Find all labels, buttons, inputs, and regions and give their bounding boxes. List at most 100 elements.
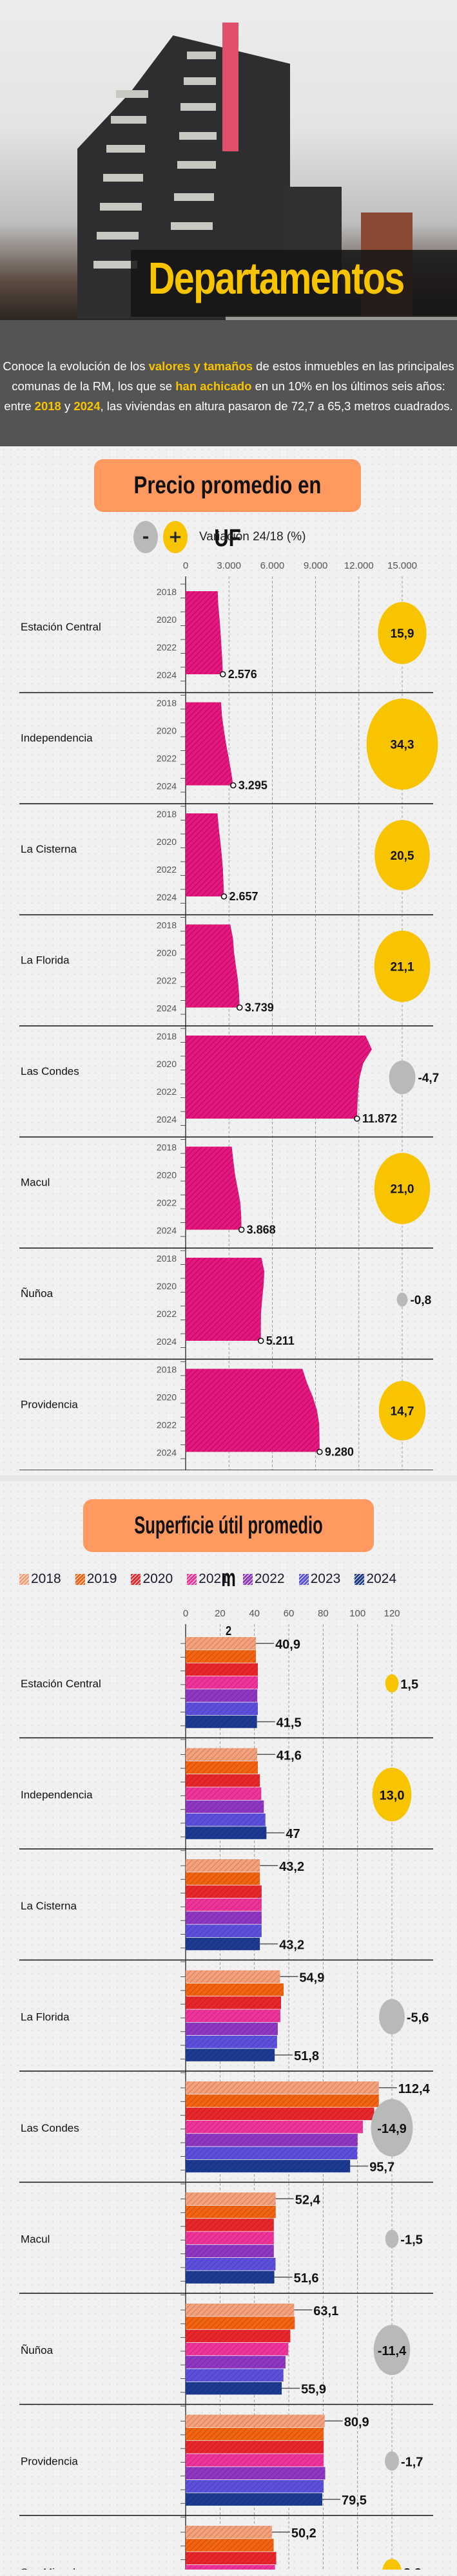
variation-bubble xyxy=(366,698,438,790)
bar-2020 xyxy=(186,1774,260,1787)
bar-2019 xyxy=(186,2316,295,2329)
bar-2019 xyxy=(186,2205,276,2219)
commune-row: San Miguel50,251,83,2 xyxy=(21,2526,422,2570)
year-tick-label: 2020 xyxy=(157,614,177,625)
variation-label: -1,5 xyxy=(400,2233,422,2248)
commune-name: Las Condes xyxy=(21,2122,79,2134)
commune-row: La Cisterna 43,2 43,2 xyxy=(19,1859,433,1962)
year-tick-label: 2018 xyxy=(157,1031,177,1041)
commune-name: Independencia xyxy=(21,732,93,744)
bar-2022 xyxy=(186,2467,326,2480)
bar-2022 xyxy=(186,2356,286,2369)
bar-2023 xyxy=(186,2146,358,2159)
price-area xyxy=(186,591,223,674)
bar-2020 xyxy=(186,1996,281,2009)
value-label-2024: 41,5 xyxy=(277,1716,302,1730)
legend-swatch xyxy=(298,1573,309,1585)
bar-2019 xyxy=(186,1650,257,1663)
value-label-2024: 2.657 xyxy=(229,890,258,903)
end-marker xyxy=(220,893,228,900)
variation-label: 34,3 xyxy=(391,739,414,752)
variation-bubble xyxy=(378,601,427,665)
bar-2023 xyxy=(186,2258,276,2271)
bar-2020 xyxy=(186,1885,262,1899)
bar-2019 xyxy=(186,1761,258,1774)
year-tick-label: 2024 xyxy=(157,1336,177,1347)
variation-label: -5,6 xyxy=(407,2011,429,2025)
year-tick-label: 2024 xyxy=(157,892,177,902)
year-tick-label: 2022 xyxy=(157,1420,177,1430)
commune-name: Providencia xyxy=(21,2456,78,2468)
variation-bubble xyxy=(385,2230,399,2248)
bar-2019 xyxy=(186,1983,284,1996)
year-tick-label: 2024 xyxy=(157,1114,177,1124)
bar-2021 xyxy=(186,2120,363,2134)
x-tick-label-top: 20 xyxy=(215,1608,226,1619)
year-tick-label: 2018 xyxy=(157,920,177,931)
section-divider xyxy=(0,1475,457,1481)
value-label-2024: 95,7 xyxy=(369,2161,394,2175)
bar-2023 xyxy=(186,2480,324,2493)
intro-highlight: 2024 xyxy=(73,399,101,413)
bar-2023 xyxy=(186,1814,266,1826)
bar-2022 xyxy=(186,2244,274,2258)
photo-wall xyxy=(226,316,457,320)
hero-photo: Departamentos xyxy=(0,0,457,320)
legend-label: 2019 xyxy=(86,1571,117,1586)
intro-text: , las viviendas en altura pasaron de 72,… xyxy=(100,399,453,413)
variation-label: -1,7 xyxy=(401,2456,423,2470)
bar-2022 xyxy=(186,2134,358,2146)
commune-row: La Florida 2018 2020 2022 2024 3.739 21,1 xyxy=(19,917,433,1027)
variation-label: -14,9 xyxy=(377,2122,407,2136)
legend-item-2021: 2021 xyxy=(187,1571,229,1587)
end-marker xyxy=(354,1115,360,1122)
variation-bubble xyxy=(396,1293,408,1307)
year-tick-label: 2022 xyxy=(157,1309,177,1319)
value-label-2024: 51,6 xyxy=(294,2271,319,2286)
intro-text: en un 10% en los últimos seis años: entr… xyxy=(4,379,445,413)
legend-label: 2020 xyxy=(142,1571,173,1586)
bar-2024 xyxy=(186,2049,275,2061)
price-area xyxy=(186,1146,242,1230)
value-label-2024: 2.576 xyxy=(228,668,257,681)
bar-2018 xyxy=(186,2526,272,2539)
commune-name: Providencia xyxy=(21,1399,78,1411)
price-area-chart: 003.0003.0006.0006.0009.0009.00012.00012… xyxy=(19,560,439,1470)
year-tick-label: 2022 xyxy=(157,864,177,875)
bar-2022 xyxy=(186,1689,258,1702)
commune-row: Las Condes 2018 2020 2022 2024 11.872 -4,7 xyxy=(19,1028,439,1138)
photo-pilotos-banner xyxy=(222,23,238,151)
bar-2020 xyxy=(186,2219,274,2231)
variation-label: 3,2 xyxy=(404,2566,422,2570)
intro-paragraph: Conoce la evolución de los valores y tam… xyxy=(0,356,457,416)
commune-row: Estación Central 2018 2020 2022 2024 2.576 15,… xyxy=(19,583,433,694)
legend-item-2020: 2020 xyxy=(131,1571,173,1587)
bar-2021 xyxy=(186,2454,324,2467)
intro-text: Conoce la evolución de los xyxy=(3,359,149,373)
year-tick-label: 2020 xyxy=(157,1059,177,1069)
bar-2021 xyxy=(186,2564,275,2570)
legend-swatch xyxy=(19,1573,29,1585)
commune-row: La Cisterna 2018 2020 2022 2024 2.657 20,5 xyxy=(19,806,433,916)
bar-2018 xyxy=(186,2192,276,2205)
bar-2018 xyxy=(186,1748,257,1761)
bar-2018 xyxy=(186,1970,280,1983)
year-tick-label: 2020 xyxy=(157,837,177,847)
legend-swatch xyxy=(75,1573,85,1585)
variation-bubble xyxy=(372,1767,412,1822)
value-label-2024: 3.868 xyxy=(247,1224,276,1236)
x-tick-label-top: 60 xyxy=(284,1608,295,1619)
bar-2018 xyxy=(186,2304,295,2316)
value-label-2018: 54,9 xyxy=(299,1971,324,1985)
minus-icon: - xyxy=(133,521,158,553)
year-tick-label: 2020 xyxy=(157,1281,177,1291)
x-tick-label-top: 100 xyxy=(349,1608,365,1619)
commune-row: Independencia 2018 2020 2022 2024 3.295 34,3 xyxy=(19,695,438,804)
variation-label: 1,5 xyxy=(400,1678,418,1692)
intro-highlight: valores y tamaños xyxy=(148,359,253,373)
end-marker xyxy=(230,782,237,789)
legend-label: 2023 xyxy=(310,1571,341,1586)
year-tick-label: 2018 xyxy=(157,1253,177,1264)
bar-2019 xyxy=(186,2539,274,2552)
bar-2024 xyxy=(186,1937,260,1951)
